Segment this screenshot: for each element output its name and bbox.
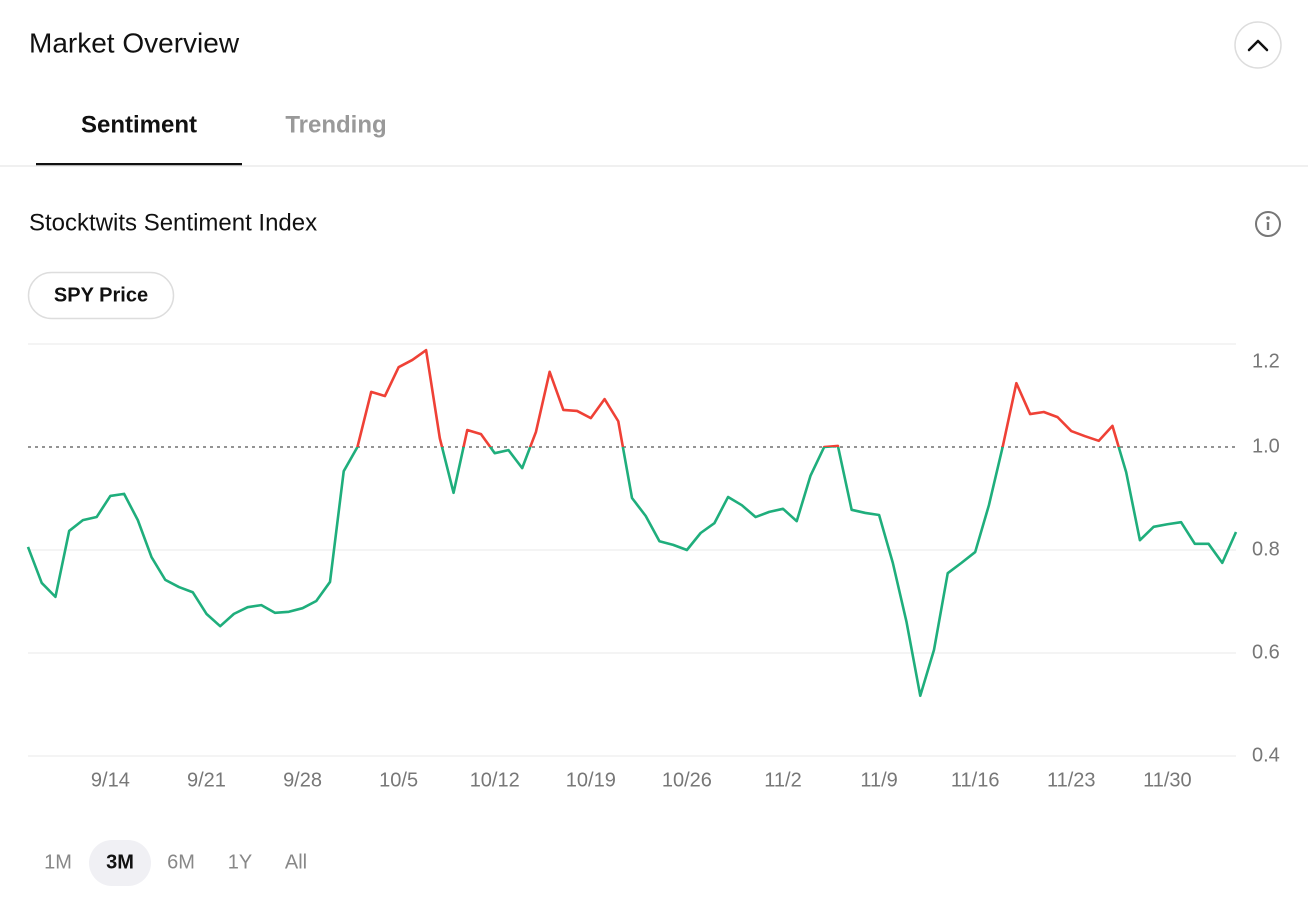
x-tick-label: 10/12 <box>470 769 520 791</box>
range-button[interactable]: 6M <box>167 851 195 873</box>
collapse-circle[interactable] <box>1234 21 1282 69</box>
tab-label[interactable]: Sentiment <box>81 111 197 138</box>
toggle-label[interactable]: SPY Price <box>54 284 148 306</box>
info-circle[interactable] <box>1255 211 1281 237</box>
plot: 0.4 0.6 0.8 1.0 1.2 9/14 9/21 9/28 10/5 10/12 10/1… <box>26 343 1280 791</box>
x-tick-label: 9/21 <box>187 769 226 791</box>
y-tick-label: 0.8 <box>1252 538 1280 560</box>
range-button[interactable]: All <box>285 851 307 873</box>
page-title: Market Overview <box>29 27 240 58</box>
sentiment-line-above <box>355 348 1121 447</box>
range-selected-bg[interactable] <box>89 840 151 886</box>
tab-label[interactable]: Trending <box>285 111 386 138</box>
range-button[interactable]: 1M <box>44 851 72 873</box>
x-tick-label: 10/19 <box>566 769 616 791</box>
info-dot[interactable] <box>1266 216 1270 220</box>
x-tick-label: 10/5 <box>379 769 418 791</box>
x-tick-label: 11/9 <box>860 769 897 791</box>
x-tick-label: 11/30 <box>1143 769 1192 791</box>
range-buttons: 1M 3M 6M 1Y All <box>44 840 307 886</box>
info-icon[interactable] <box>1255 211 1281 237</box>
chevron-up[interactable] <box>1247 39 1269 52</box>
y-tick-label: 0.6 <box>1252 641 1280 663</box>
toggle-pill[interactable] <box>27 271 175 320</box>
range-button[interactable]: 3M <box>106 851 134 873</box>
x-tick-label: 9/14 <box>91 769 130 791</box>
x-tick-label: 11/2 <box>764 769 801 791</box>
section-title: Stocktwits Sentiment Index <box>29 209 317 236</box>
x-tick-label: 9/28 <box>283 769 322 791</box>
sentiment-line-below <box>26 447 1238 698</box>
toggle[interactable]: SPY Price <box>27 271 175 320</box>
y-tick-label: 0.4 <box>1252 744 1280 766</box>
x-tick-label: 11/23 <box>1047 769 1096 791</box>
tab-underline <box>36 163 242 166</box>
collapse-button[interactable] <box>1234 21 1282 69</box>
x-tick-label: 11/16 <box>951 769 1000 791</box>
y-tick-label: 1.0 <box>1252 435 1280 457</box>
x-tick-label: 10/26 <box>662 769 712 791</box>
y-tick-label: 1.2 <box>1252 350 1280 372</box>
range-button[interactable]: 1Y <box>228 851 252 873</box>
tabs: Sentiment Trending <box>36 111 387 166</box>
